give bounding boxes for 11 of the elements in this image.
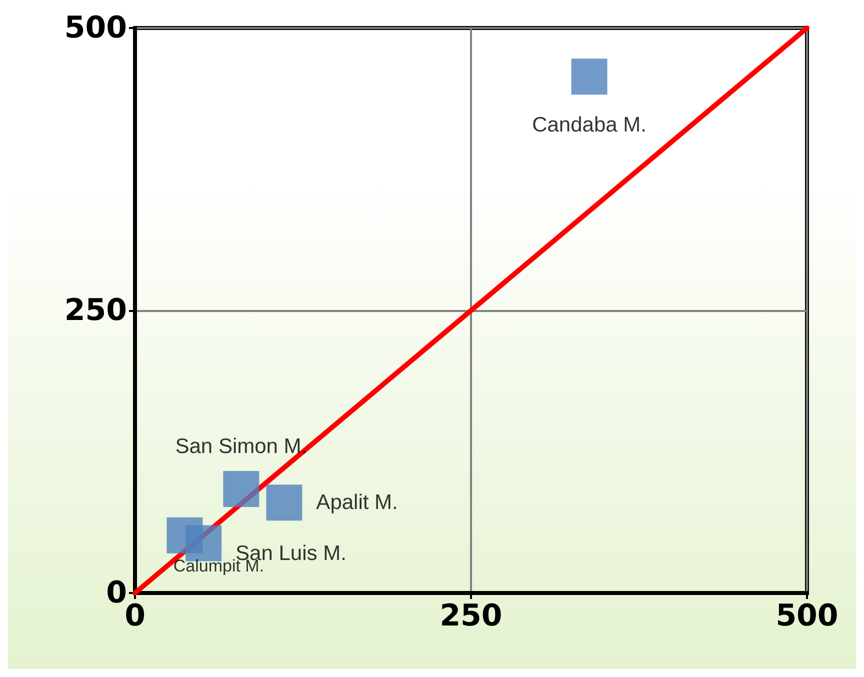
point: [266, 484, 302, 521]
annotation: Apalit M.: [316, 491, 398, 514]
annotation: Candaba M.: [532, 114, 646, 137]
x-tick-label: 250: [440, 598, 502, 634]
x-tick-label: 500: [776, 598, 838, 634]
y-tick-label: 500: [64, 10, 127, 46]
y-tick-label: 0: [106, 576, 127, 610]
annotation: San Simon M.: [175, 435, 308, 458]
y-tick-label: 250: [64, 293, 127, 328]
point: [223, 471, 260, 508]
point: [571, 58, 608, 95]
